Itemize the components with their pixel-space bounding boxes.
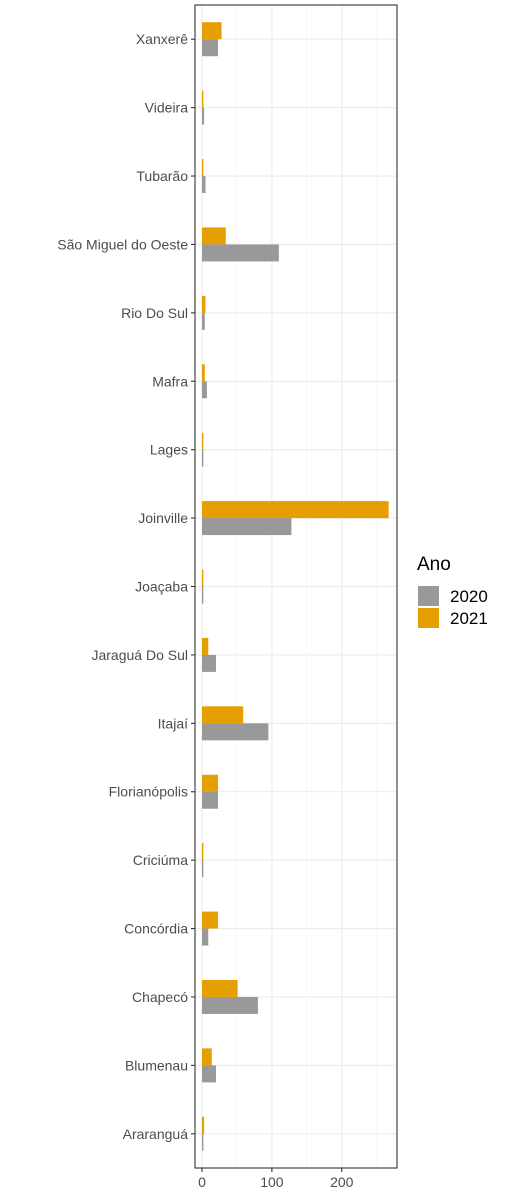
bars [201,22,389,1151]
y-tick-label-criciuma: Criciúma [133,852,188,868]
bar-2020-chapeco [201,996,258,1014]
x-axis: 0 100 200 [198,1168,354,1190]
y-tick-label-sao-miguel-do-oeste: São Miguel do Oeste [57,236,188,252]
bar-2020-blumenau [201,1065,216,1083]
bar-2020-xanxere [201,39,219,57]
y-tick-label-tubarao: Tubarão [136,168,188,184]
legend-swatch-2020 [418,586,439,606]
y-tick-label-lages: Lages [150,442,188,458]
y-tick-label-mafra: Mafra [152,373,188,389]
legend-label-2020: 2020 [450,587,488,606]
y-tick-label-jaragua-do-sul: Jaraguá Do Sul [91,647,188,663]
bar-2021-florianopolis [201,774,219,792]
y-tick-label-xanxere: Xanxerê [136,31,188,47]
y-axis: Xanxerê Videira Tubarão São Miguel do Oeste… [57,31,195,1142]
bar-2020-jaragua-do-sul [201,654,216,672]
y-tick-label-ararangua: Araranguá [123,1126,189,1142]
x-tick-label-0: 0 [198,1174,206,1190]
bar-2020-joinville [201,518,292,536]
y-tick-label-concordia: Concórdia [124,921,188,937]
x-tick-label-100: 100 [260,1174,284,1190]
bar-2021-rio-do-sul [201,295,206,313]
legend-title: Ano [417,554,451,575]
bar-2021-blumenau [201,1048,212,1066]
bar-2021-ararangua [201,1116,205,1134]
y-tick-label-blumenau: Blumenau [125,1057,188,1073]
bar-2021-joacaba [201,569,204,587]
bar-2021-joinville [201,501,389,519]
y-tick-label-videira: Videira [145,100,189,116]
bar-2020-criciuma [201,860,204,878]
bar-2021-lages [201,432,204,450]
bar-2021-itajai [201,706,244,724]
legend: Ano 2020 2021 [417,554,488,628]
bar-2020-tubarao [201,176,206,194]
bar-2020-lages [201,449,204,467]
bar-2021-mafra [201,364,205,382]
bar-2020-concordia [201,928,209,946]
legend-label-2021: 2021 [450,609,488,628]
y-tick-label-itajai: Itajaí [158,715,188,731]
bar-2021-videira [201,90,204,108]
y-tick-label-joacaba: Joaçaba [135,579,188,595]
bar-2020-joacaba [201,586,204,604]
bar-2021-tubarao [201,159,204,177]
bar-2020-videira [201,107,205,125]
bar-2021-xanxere [201,22,222,40]
y-tick-label-joinville: Joinville [138,510,188,526]
bar-2020-mafra [201,381,207,399]
bar-2020-florianopolis [201,791,219,809]
bar-2021-concordia [201,911,219,929]
bar-2021-criciuma [201,843,204,861]
y-tick-label-rio-do-sul: Rio Do Sul [121,305,188,321]
bar-2020-rio-do-sul [201,312,205,330]
x-tick-label-200: 200 [330,1174,354,1190]
bar-2020-sao-miguel-do-oeste [201,244,279,262]
bar-2020-ararangua [201,1133,204,1151]
bar-2021-jaragua-do-sul [201,637,209,655]
y-tick-label-chapeco: Chapecó [132,989,188,1005]
y-tick-label-florianopolis: Florianópolis [109,784,188,800]
bar-2021-chapeco [201,979,238,997]
bar-2021-sao-miguel-do-oeste [201,227,226,245]
legend-swatch-2021 [418,608,439,628]
bar-2020-itajai [201,723,269,741]
